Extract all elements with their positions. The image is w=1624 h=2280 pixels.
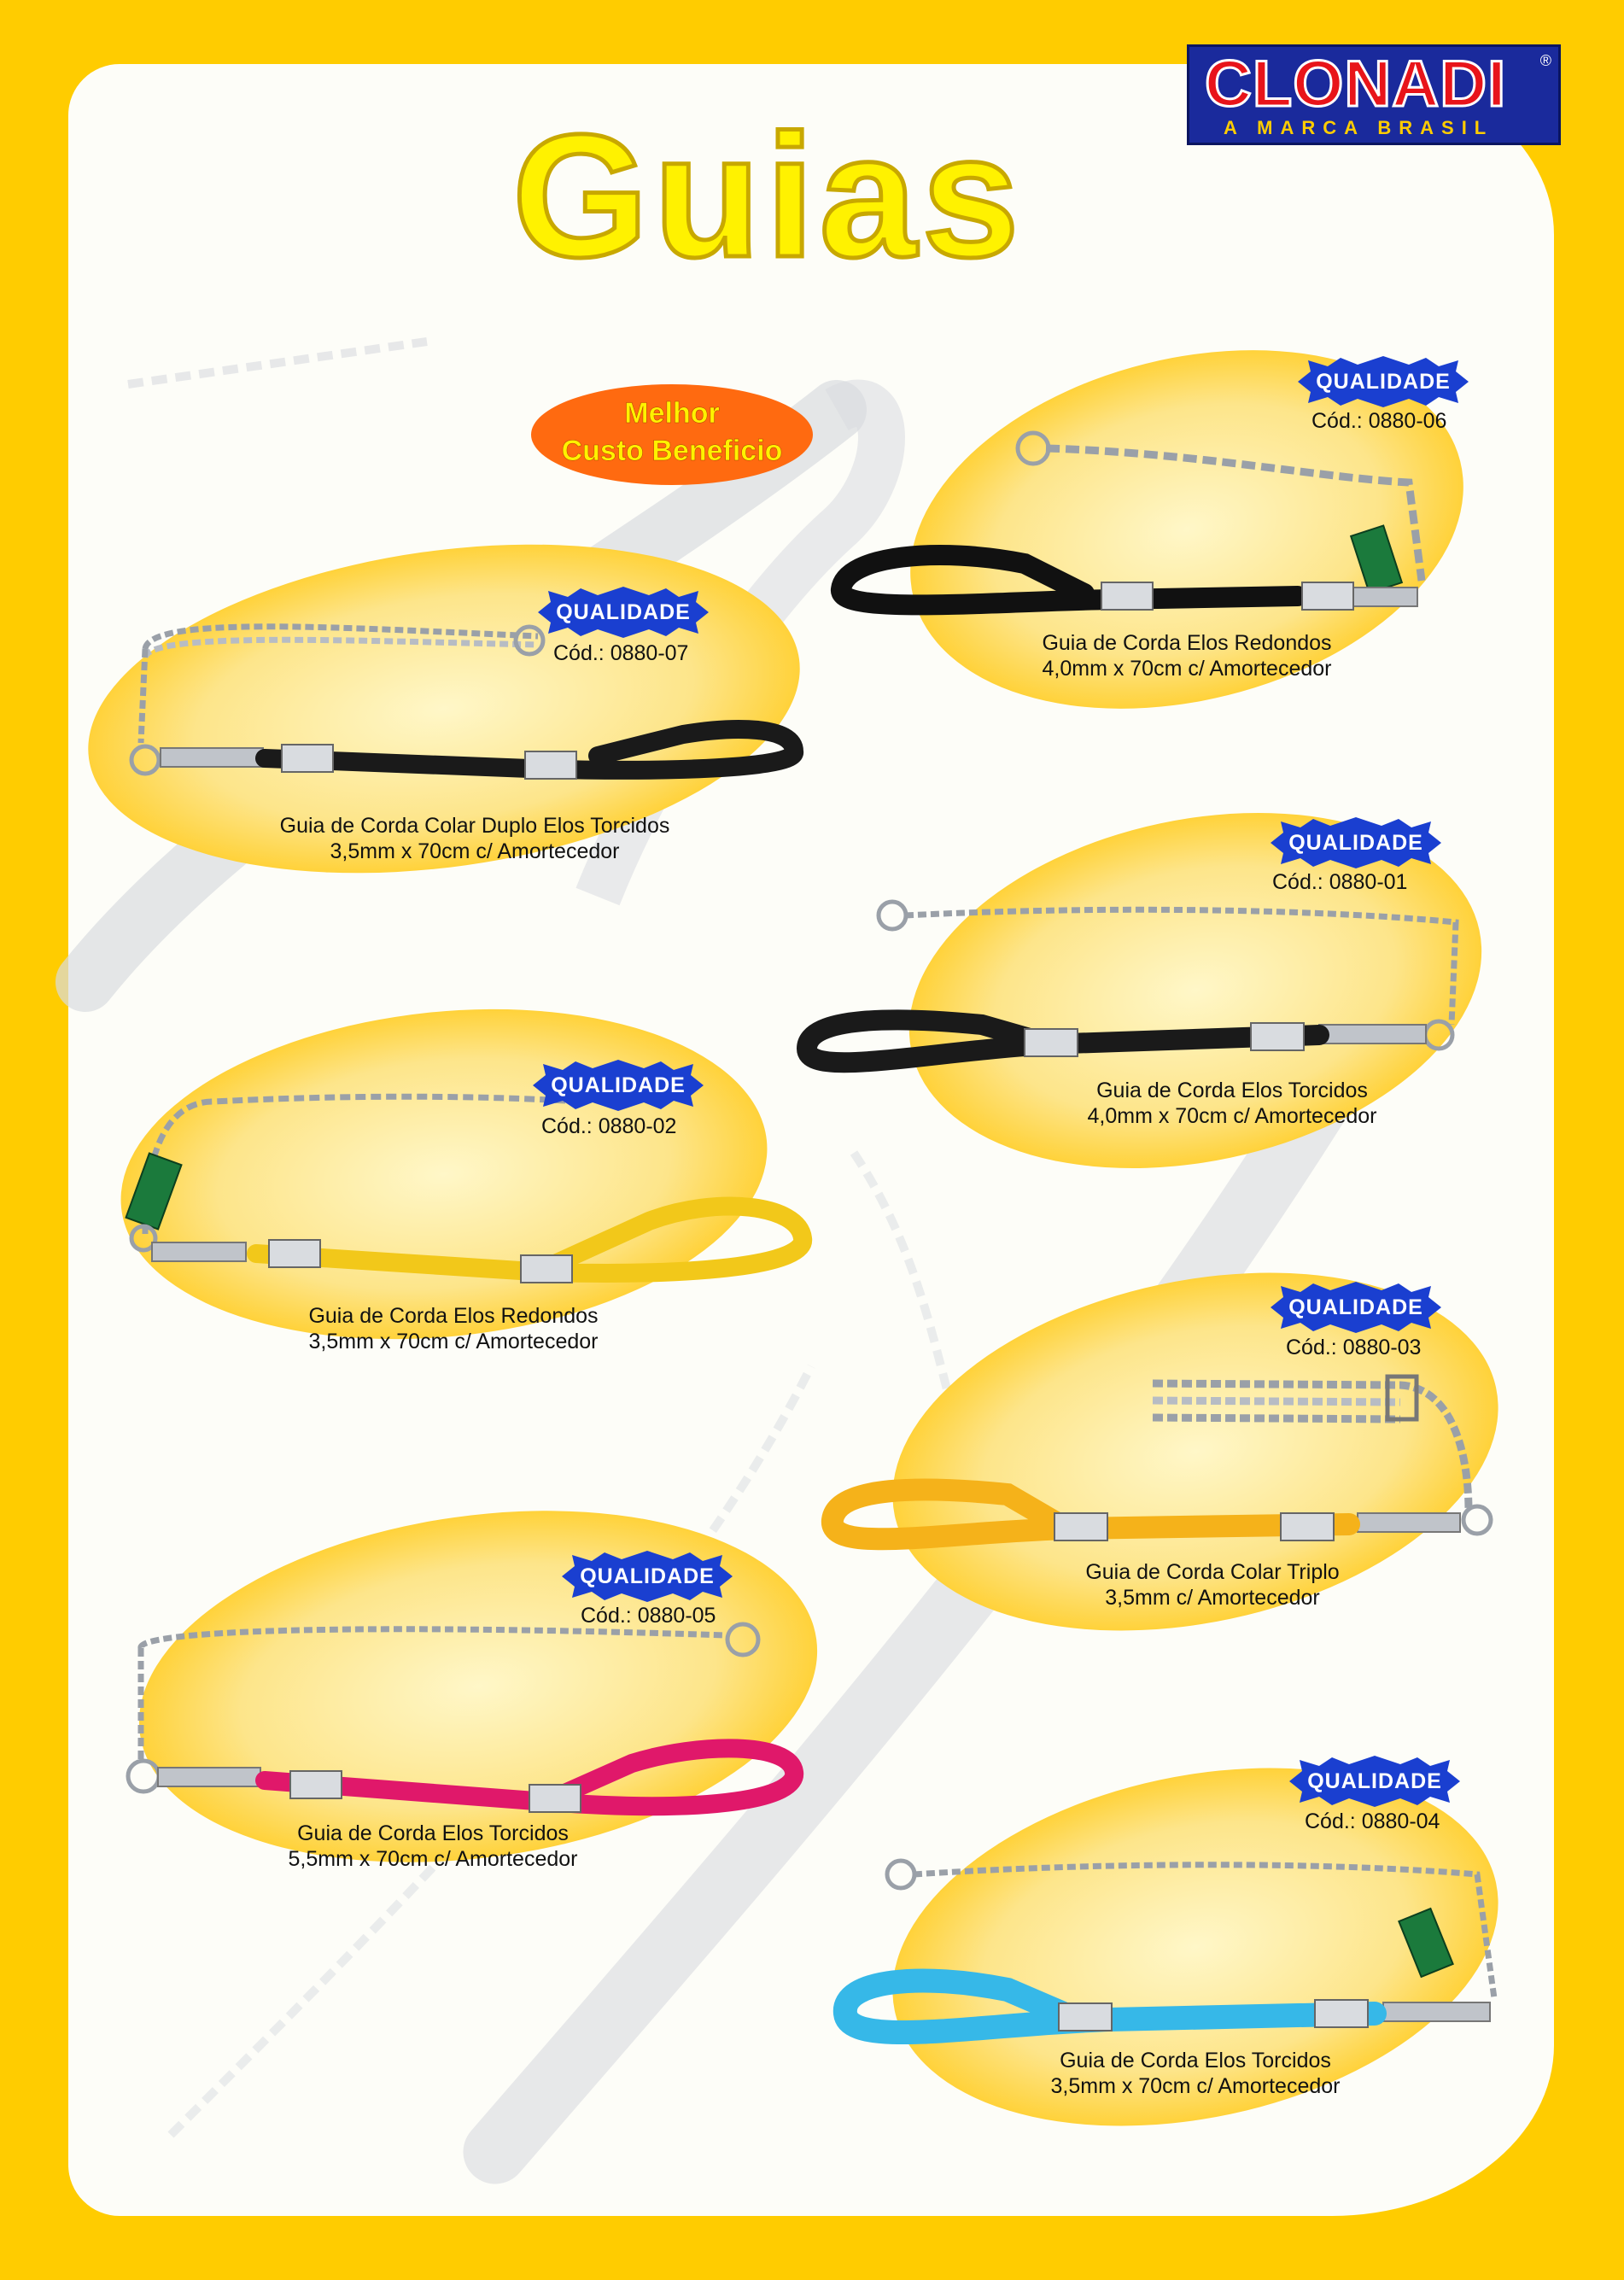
product-name: Guia de Corda Colar Duplo Elos Torcidos bbox=[279, 814, 670, 838]
product-name: Guia de Corda Elos Redondos bbox=[1042, 631, 1332, 655]
product-spec: 3,5mm c/ Amortecedor bbox=[1105, 1586, 1320, 1610]
quality-badge-label: QUALIDADE bbox=[580, 1564, 715, 1588]
product-name: Guia de Corda Elos Torcidos bbox=[297, 1821, 569, 1845]
product-code: Cód.: 0880-03 bbox=[1286, 1336, 1422, 1359]
product-spec: 3,5mm x 70cm c/ Amortecedor bbox=[1050, 2074, 1341, 2098]
quality-badge-label: QUALIDADE bbox=[551, 1073, 686, 1097]
product-code: Cód.: 0880-06 bbox=[1311, 409, 1447, 433]
leash-image-0880-07 bbox=[129, 623, 803, 780]
quality-badge: QUALIDADE bbox=[1281, 1756, 1469, 1807]
leash-image-0880-05 bbox=[126, 1622, 804, 1816]
product-spec: 3,5mm x 70cm c/ Amortecedor bbox=[308, 1330, 599, 1353]
product-name: Guia de Corda Elos Torcidos bbox=[1060, 2049, 1331, 2072]
product-name: Guia de Corda Elos Redondos bbox=[308, 1304, 599, 1328]
brand-tagline: A MARCA BRASIL bbox=[1224, 117, 1494, 138]
registered-mark: ® bbox=[1539, 52, 1551, 69]
promo-badge: Melhor Custo Beneficio bbox=[531, 384, 813, 485]
leash-image-0880-04 bbox=[832, 1858, 1498, 2044]
quality-badge: QUALIDADE bbox=[529, 587, 717, 638]
leash-image-0880-03 bbox=[821, 1374, 1493, 1551]
product-code: Cód.: 0880-01 bbox=[1272, 870, 1408, 894]
quality-badge: QUALIDADE bbox=[1289, 356, 1477, 407]
quality-badge: QUALIDADE bbox=[524, 1060, 712, 1111]
quality-badge-label: QUALIDADE bbox=[1288, 1295, 1423, 1319]
product-label: Guia de Corda Elos Torcidos 4,0mm x 70cm… bbox=[1040, 1078, 1424, 1129]
product-label: Guia de Corda Elos Torcidos 3,5mm x 70cm… bbox=[1003, 2048, 1387, 2099]
leash-image-0880-06 bbox=[831, 430, 1426, 616]
quality-badge-label: QUALIDADE bbox=[556, 600, 691, 624]
product-name: Guia de Corda Colar Triplo bbox=[1085, 1560, 1340, 1584]
quality-badge-label: QUALIDADE bbox=[1307, 1769, 1442, 1793]
leash-image-0880-02 bbox=[125, 1093, 813, 1283]
product-code: Cód.: 0880-02 bbox=[541, 1114, 677, 1138]
promo-line-2: Custo Beneficio bbox=[561, 435, 783, 468]
product-code: Cód.: 0880-04 bbox=[1305, 1809, 1440, 1833]
product-code: Cód.: 0880-07 bbox=[553, 641, 689, 665]
quality-badge: QUALIDADE bbox=[1262, 1282, 1450, 1333]
product-label: Guia de Corda Elos Redondos 3,5mm x 70cm… bbox=[261, 1303, 646, 1354]
page-title: Guias bbox=[511, 98, 1025, 294]
quality-badge-label: QUALIDADE bbox=[1288, 831, 1423, 855]
leash-image-0880-01 bbox=[796, 899, 1459, 1073]
product-spec: 4,0mm x 70cm c/ Amortecedor bbox=[1087, 1104, 1377, 1128]
quality-badge-label: QUALIDADE bbox=[1316, 370, 1451, 394]
product-label: Guia de Corda Elos Redondos 4,0mm x 70cm… bbox=[995, 630, 1379, 681]
brand-name: CLONADI bbox=[1203, 48, 1507, 120]
product-spec: 4,0mm x 70cm c/ Amortecedor bbox=[1042, 657, 1332, 681]
product-label: Guia de Corda Colar Triplo 3,5mm c/ Amor… bbox=[1020, 1559, 1405, 1611]
product-name: Guia de Corda Elos Torcidos bbox=[1096, 1079, 1368, 1102]
brand-logo: CLONADI ® A MARCA BRASIL bbox=[1187, 44, 1561, 145]
product-label: Guia de Corda Colar Duplo Elos Torcidos … bbox=[219, 813, 731, 864]
quality-badge: QUALIDADE bbox=[1262, 817, 1450, 868]
product-label: Guia de Corda Elos Torcidos 5,5mm x 70cm… bbox=[241, 1821, 625, 1872]
product-code: Cód.: 0880-05 bbox=[581, 1604, 716, 1628]
quality-badge: QUALIDADE bbox=[553, 1551, 741, 1602]
promo-line-1: Melhor bbox=[624, 397, 720, 430]
product-spec: 5,5mm x 70cm c/ Amortecedor bbox=[288, 1847, 578, 1871]
product-spec: 3,5mm x 70cm c/ Amortecedor bbox=[330, 839, 620, 863]
